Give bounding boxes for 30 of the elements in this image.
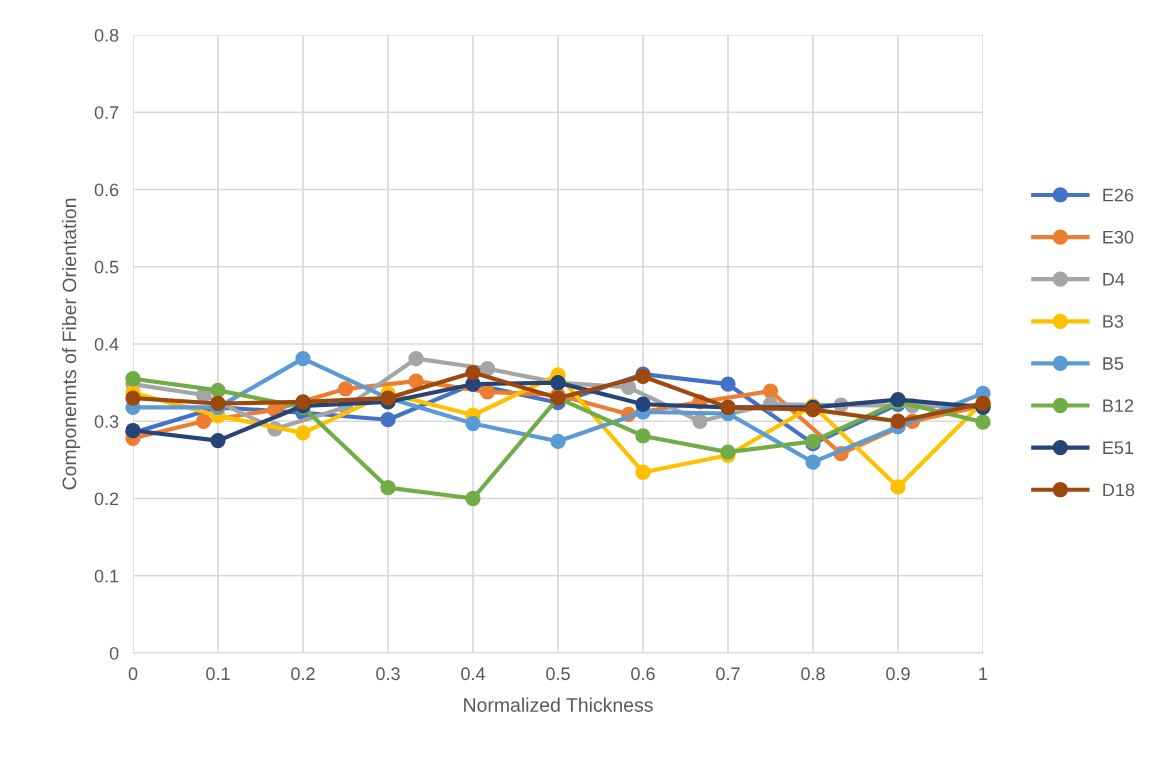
y-tick-label: 0.6 <box>94 183 119 197</box>
legend-label: E30 <box>1103 230 1134 244</box>
x-tick-label: 0.8 <box>801 667 825 681</box>
x-tick-label: 0.6 <box>631 667 655 681</box>
legend-label: D18 <box>1103 483 1135 497</box>
legend-label: D4 <box>1103 273 1125 286</box>
legend-label: B5 <box>1103 357 1124 370</box>
y-tick-label: 0.5 <box>94 260 119 274</box>
x-tick-label: 0.2 <box>291 667 315 681</box>
y-tick-label: 0 <box>109 646 119 660</box>
y-axis-title: Componennts of Fiber Orientation <box>62 198 81 490</box>
y-tick-label: 0.3 <box>94 415 119 428</box>
y-tick-label: 0.8 <box>94 28 119 42</box>
x-axis-title: Normalized Thickness <box>464 697 653 712</box>
x-tick-label: 0.5 <box>546 667 570 681</box>
x-tick-label: 0.7 <box>716 667 740 681</box>
y-tick-label: 0.2 <box>94 492 119 506</box>
x-tick-label: 0.3 <box>376 667 400 681</box>
x-tick-label: 1 <box>979 667 988 680</box>
y-tick-label: 0.7 <box>94 106 119 119</box>
legend-label: E26 <box>1103 188 1134 202</box>
x-tick-label: 0.9 <box>886 667 910 681</box>
x-tick-label: 0 <box>128 667 138 681</box>
legend-label: E51 <box>1103 441 1134 455</box>
y-tick-label: 0.1 <box>94 569 119 583</box>
x-tick-label: 0.1 <box>206 667 230 681</box>
y-tick-label: 0.4 <box>94 337 119 351</box>
legend-label: B12 <box>1103 399 1134 412</box>
legend-label: B3 <box>1103 315 1124 328</box>
x-tick-label: 0.4 <box>461 667 486 681</box>
